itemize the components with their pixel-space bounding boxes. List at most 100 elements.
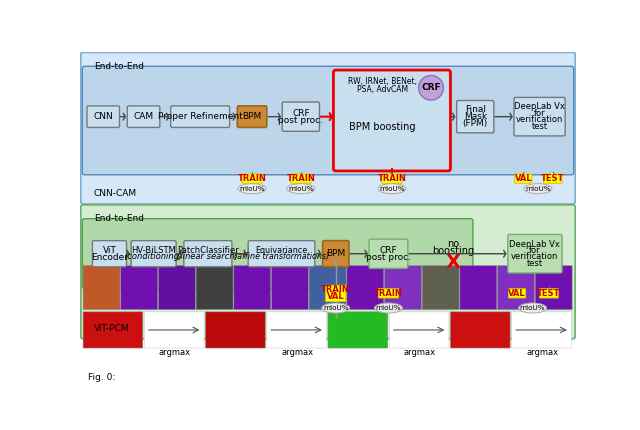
FancyBboxPatch shape: [291, 174, 311, 183]
Text: BPM: BPM: [326, 249, 346, 258]
Text: argmax: argmax: [404, 348, 436, 357]
Text: BPM boosting: BPM boosting: [349, 122, 416, 132]
Text: ViT-PCM: ViT-PCM: [94, 324, 129, 333]
Text: End-to-End: End-to-End: [94, 214, 144, 223]
Text: RW, IRNet, BENet,: RW, IRNet, BENet,: [348, 77, 417, 86]
FancyBboxPatch shape: [171, 106, 230, 127]
Ellipse shape: [524, 184, 552, 194]
FancyBboxPatch shape: [514, 98, 565, 136]
FancyBboxPatch shape: [81, 205, 575, 339]
Text: CNN-CAM: CNN-CAM: [94, 189, 137, 198]
Text: CRF: CRF: [421, 83, 441, 92]
FancyBboxPatch shape: [248, 241, 315, 267]
FancyBboxPatch shape: [83, 219, 473, 289]
Text: (linear search): (linear search): [177, 252, 238, 261]
Text: TEST: TEST: [537, 289, 561, 298]
FancyBboxPatch shape: [422, 266, 459, 310]
Text: Mask: Mask: [464, 112, 487, 121]
FancyBboxPatch shape: [92, 241, 127, 267]
FancyBboxPatch shape: [83, 266, 120, 310]
Text: VAL: VAL: [515, 174, 532, 183]
FancyBboxPatch shape: [347, 266, 384, 310]
FancyBboxPatch shape: [196, 266, 233, 310]
FancyBboxPatch shape: [511, 312, 572, 348]
Text: argmax: argmax: [159, 348, 191, 357]
FancyBboxPatch shape: [83, 312, 143, 348]
Text: test: test: [531, 122, 548, 131]
FancyBboxPatch shape: [145, 312, 204, 348]
FancyBboxPatch shape: [369, 239, 408, 268]
FancyBboxPatch shape: [309, 266, 346, 310]
FancyBboxPatch shape: [515, 174, 532, 183]
Text: no: no: [447, 240, 460, 249]
Ellipse shape: [287, 184, 315, 194]
Text: TRAIN: TRAIN: [287, 174, 316, 183]
Text: Equivariance: Equivariance: [255, 246, 308, 255]
Text: post proc.: post proc.: [366, 253, 411, 262]
Text: Proper Refinement: Proper Refinement: [157, 112, 243, 121]
Text: TRAIN: TRAIN: [321, 286, 350, 295]
Text: mIoU%: mIoU%: [525, 186, 551, 192]
FancyBboxPatch shape: [509, 289, 525, 298]
FancyBboxPatch shape: [460, 266, 497, 310]
FancyBboxPatch shape: [282, 102, 319, 131]
FancyBboxPatch shape: [237, 106, 267, 127]
FancyBboxPatch shape: [205, 312, 265, 348]
Text: X: X: [446, 253, 461, 272]
FancyBboxPatch shape: [87, 106, 120, 127]
Text: End-to-End: End-to-End: [94, 61, 144, 71]
Text: mIoU%: mIoU%: [323, 305, 349, 311]
FancyBboxPatch shape: [389, 312, 449, 348]
Text: for: for: [529, 246, 541, 255]
FancyBboxPatch shape: [242, 174, 262, 183]
FancyBboxPatch shape: [378, 289, 399, 298]
Circle shape: [419, 76, 444, 100]
FancyBboxPatch shape: [121, 266, 157, 310]
Text: (affine transformations): (affine transformations): [234, 252, 329, 261]
Text: Fig. 0:: Fig. 0:: [88, 373, 115, 382]
Text: Encoder: Encoder: [91, 253, 128, 262]
Text: for: for: [534, 109, 545, 118]
Text: CNN: CNN: [93, 112, 113, 121]
FancyBboxPatch shape: [323, 241, 349, 267]
Text: mIoU%: mIoU%: [239, 186, 265, 192]
Text: argmax: argmax: [282, 348, 314, 357]
Text: TRAIN: TRAIN: [374, 289, 403, 298]
FancyBboxPatch shape: [508, 234, 562, 273]
Text: CAM: CAM: [134, 112, 154, 121]
Ellipse shape: [378, 184, 406, 194]
Text: TEST: TEST: [541, 174, 564, 183]
Text: verification: verification: [511, 252, 559, 261]
FancyBboxPatch shape: [497, 266, 534, 310]
FancyBboxPatch shape: [333, 70, 451, 171]
Text: DeepLab Vx: DeepLab Vx: [514, 102, 565, 111]
Ellipse shape: [374, 303, 403, 313]
FancyBboxPatch shape: [540, 289, 558, 298]
Text: argmax: argmax: [526, 348, 558, 357]
FancyBboxPatch shape: [131, 241, 176, 267]
FancyBboxPatch shape: [385, 266, 421, 310]
FancyBboxPatch shape: [271, 266, 308, 310]
Text: boosting: boosting: [433, 246, 475, 256]
Text: mIoU%: mIoU%: [379, 186, 404, 192]
Text: VAL: VAL: [508, 289, 526, 298]
Text: DeepLab Vx: DeepLab Vx: [509, 240, 561, 249]
FancyBboxPatch shape: [83, 66, 573, 175]
Text: PSA, AdvCAM: PSA, AdvCAM: [357, 85, 408, 94]
FancyBboxPatch shape: [543, 174, 562, 183]
FancyBboxPatch shape: [81, 52, 575, 204]
Text: BPM: BPM: [243, 112, 262, 121]
FancyBboxPatch shape: [382, 174, 402, 183]
Ellipse shape: [238, 184, 266, 194]
FancyBboxPatch shape: [451, 312, 510, 348]
FancyBboxPatch shape: [326, 285, 346, 301]
Text: CRF: CRF: [292, 109, 310, 118]
Text: mIoU%: mIoU%: [376, 305, 401, 311]
Ellipse shape: [518, 303, 547, 313]
Text: VAL: VAL: [327, 292, 344, 301]
Text: TRAIN: TRAIN: [237, 174, 266, 183]
Text: mIoU%: mIoU%: [520, 305, 545, 311]
Text: mIoU%: mIoU%: [288, 186, 314, 192]
Text: verification: verification: [516, 115, 563, 124]
Text: (FPM): (FPM): [463, 119, 488, 128]
